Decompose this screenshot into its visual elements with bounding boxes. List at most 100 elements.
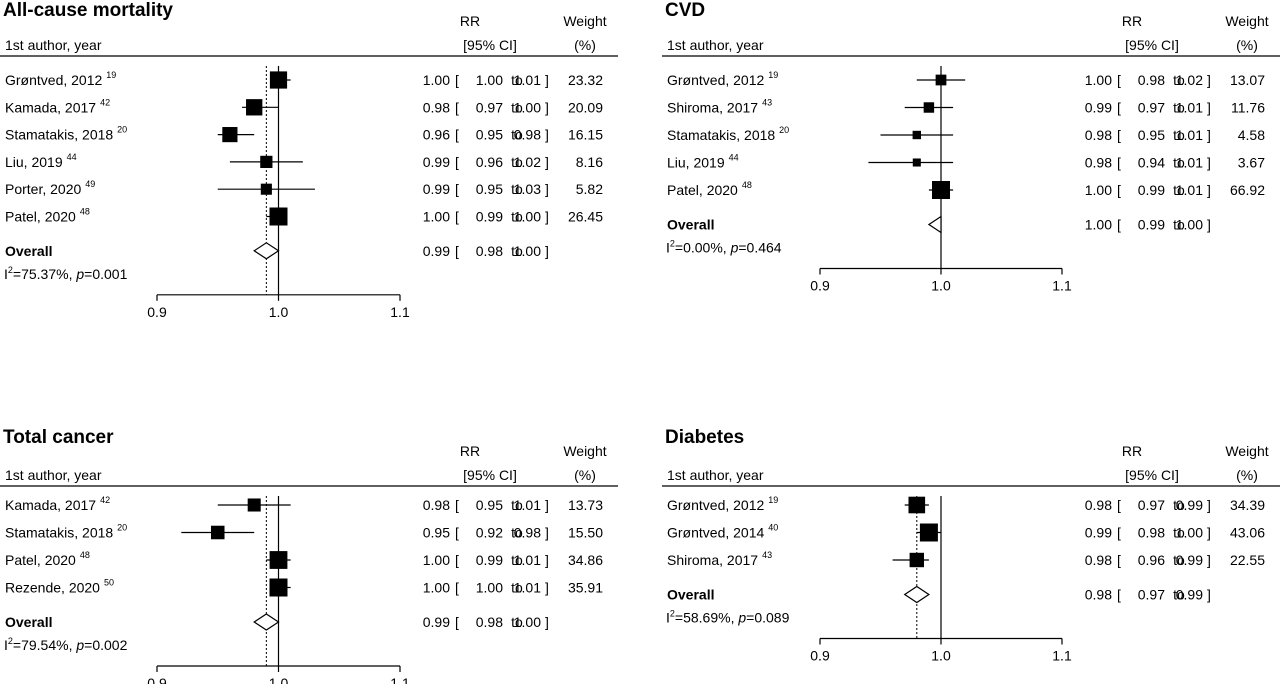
ci-close-bracket: ] [545,154,549,170]
header-rr: RR [1122,13,1142,29]
ci-sep: to [1173,100,1185,116]
ci-sep: to [1173,72,1185,88]
ci-lower: 0.99 [476,209,503,225]
ci-close-bracket: ] [545,72,549,88]
rr-value: 0.98 [1085,127,1112,143]
weight-value: 8.16 [576,154,603,170]
ci-upper: 0.99 [1176,552,1203,568]
ci-open-bracket: [ [1117,587,1121,603]
ci-lower: 0.99 [1138,182,1165,198]
study-ref: 20 [117,523,127,533]
study-row: Patel, 2020 48 1.00 [0.99 to1.01] 66.92 [667,180,1265,199]
rr-value: 0.98 [423,497,450,513]
ci-sep: to [511,525,523,541]
overall-row: Overall 0.99 [0.98 to1.00] [5,613,549,631]
ci-close-bracket: ] [545,243,549,259]
weight-value: 11.76 [1231,100,1265,116]
x-tick-label: 1.0 [269,675,289,684]
ci-open-bracket: [ [455,154,459,170]
ci-close-bracket: ] [1207,155,1211,171]
study-ref: 20 [117,125,127,135]
ci-upper: 1.01 [514,72,541,88]
ci-close-bracket: ] [1207,525,1211,541]
rr-value: 0.99 [1085,525,1112,541]
header-weight: Weight [563,443,606,459]
estimate-square [260,183,272,195]
study-label: Stamatakis, 2018 [5,525,113,541]
ci-open-bracket: [ [455,72,459,88]
x-tick-label: 1.1 [390,675,410,684]
x-tick-label: 1.1 [1052,278,1072,294]
study-label: Shiroma, 2017 [667,552,758,568]
ci-close-bracket: ] [545,127,549,143]
study-ref: 19 [768,70,778,80]
panel-title: CVD [665,0,705,21]
ci-upper: 0.99 [1176,497,1203,513]
estimate-square [919,523,938,542]
ci-close-bracket: ] [1207,182,1211,198]
rr-value: 0.98 [1085,155,1112,171]
x-tick-label: 1.0 [269,304,289,320]
ci-upper: 1.01 [1176,155,1203,171]
study-ref: 48 [80,550,90,560]
study-label: Liu, 2019 [667,155,725,171]
ci-sep: to [1173,127,1185,143]
study-row: Grøntved, 2012 19 0.98 [0.97 to0.99] 34.39 [667,495,1265,514]
x-tick-label: 1.0 [931,648,951,664]
ci-lower: 1.00 [476,72,503,88]
overall-ci-upper: 1.00 [514,243,541,259]
study-ref: 48 [742,180,752,190]
overall-ci-upper: 1.00 [514,614,541,630]
ci-sep: to [511,99,523,115]
heterogeneity-stat: I2=79.54%, p=0.002 [4,636,128,653]
ci-open-bracket: [ [455,181,459,197]
ci-close-bracket: ] [1207,127,1211,143]
overall-diamond [927,215,942,234]
panel-0: All-cause mortality RR [95% CI] Weight (%) 1s… [0,0,618,320]
ci-close-bracket: ] [545,497,549,513]
overall-label: Overall [5,614,52,630]
study-ref: 42 [100,97,110,107]
study-ref: 44 [67,152,77,162]
study-label: Kamada, 2017 [5,497,96,513]
ci-sep: to [511,154,523,170]
ci-sep: to [511,181,523,197]
study-row: Kamada, 2017 42 0.98 [0.97 to1.00] 20.09 [5,97,603,116]
weight-value: 43.06 [1230,525,1265,541]
ci-sep: to [511,209,523,225]
heterogeneity-stat: I2=0.00%, p=0.464 [666,239,782,256]
weight-value: 5.82 [576,181,603,197]
estimate-square [909,552,925,568]
weight-value: 22.55 [1230,552,1265,568]
estimate-square [222,127,238,143]
overall-row: Overall 1.00[0.99 to1.00] [667,215,1211,234]
weight-value: 3.67 [1238,155,1265,171]
header-ci: [95% CI] [463,37,517,53]
overall-label: Overall [667,587,714,603]
weight-value: 13.07 [1230,72,1265,88]
header-rr: RR [460,13,480,29]
overall-rr-value: 0.99 [423,243,450,259]
study-row: Liu, 2019 44 0.98 [0.94 to1.01] 3.67 [667,153,1265,171]
rr-value: 0.98 [1085,552,1112,568]
ci-lower: 0.95 [476,127,503,143]
rr-value: 1.00 [423,580,450,596]
panel-title: Total cancer [3,427,114,448]
study-label: Shiroma, 2017 [667,100,758,116]
study-row: Shiroma, 2017 43 0.99 [0.97 to1.01] 11.76 [667,98,1265,116]
ci-open-bracket: [ [455,127,459,143]
estimate-square [269,578,288,597]
header-weight-unit: (%) [1236,37,1258,53]
weight-value: 15.50 [568,525,603,541]
header-study: 1st author, year [667,467,764,483]
ci-close-bracket: ] [545,99,549,115]
ci-upper: 1.01 [1176,127,1203,143]
rr-value: 0.99 [423,154,450,170]
rr-value: 0.95 [423,525,450,541]
ci-upper: 1.00 [514,99,541,115]
weight-value: 35.91 [568,580,603,596]
weight-value: 34.39 [1230,497,1265,513]
study-row: Grøntved, 2012 19 1.00 [0.98 to1.02] 13.07 [667,70,1265,88]
header-study: 1st author, year [5,467,102,483]
